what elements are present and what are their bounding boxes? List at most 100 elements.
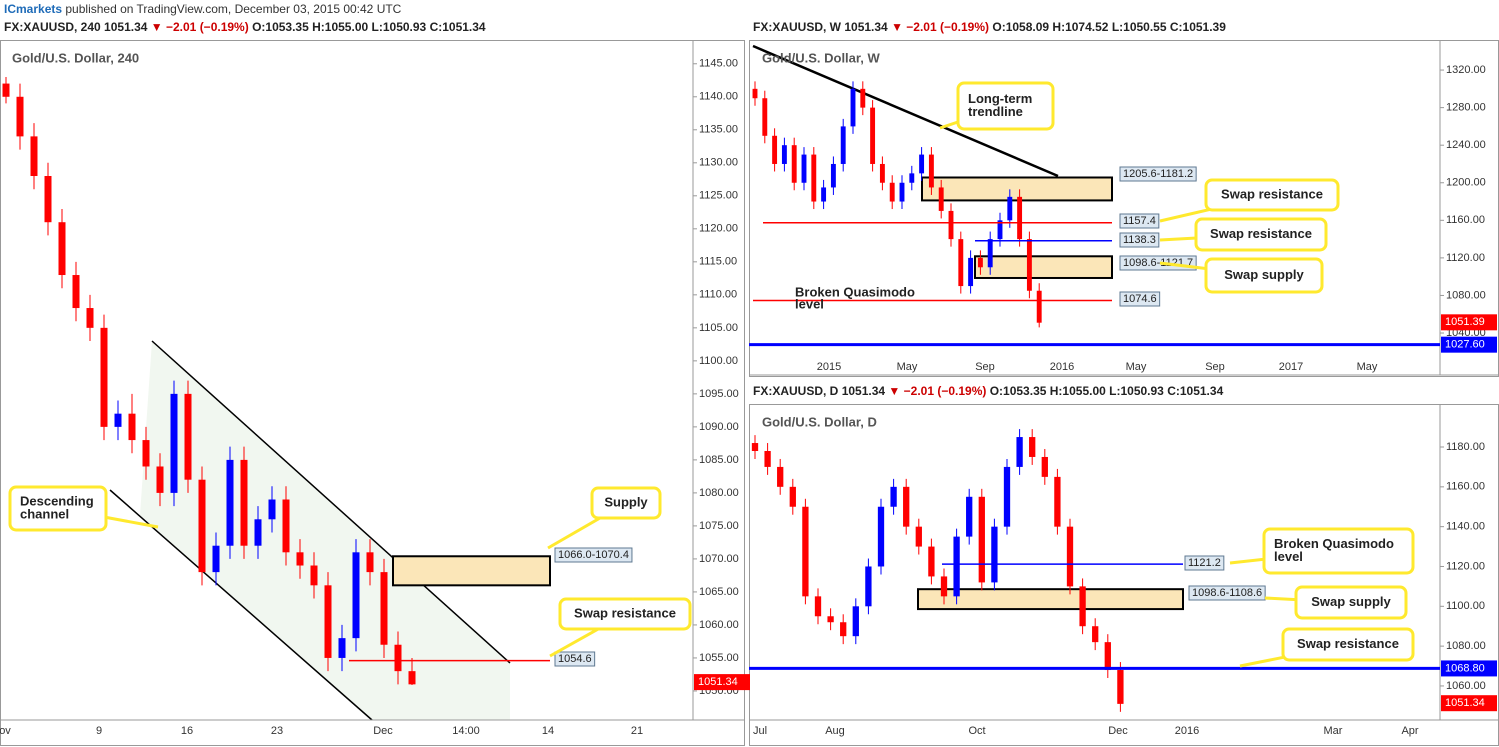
candle-body xyxy=(86,308,94,328)
candle-body xyxy=(254,519,262,546)
y-tick-label: 1075.00 xyxy=(699,520,739,532)
annotation: Swap supply xyxy=(1311,594,1391,609)
y-tick-label: 1060.00 xyxy=(1446,680,1486,692)
x-tick-label: Apr xyxy=(1401,725,1418,737)
legend-symbol: FX:XAUUSD, 240 xyxy=(4,20,101,34)
candle-body xyxy=(1066,526,1074,587)
candle-body xyxy=(840,126,846,164)
x-tick-label: Mar xyxy=(1324,725,1343,737)
candle-body xyxy=(1003,466,1011,527)
y-tick-label: 1130.00 xyxy=(699,157,738,169)
y-tick-label: 1090.00 xyxy=(699,421,739,433)
annotation: Swap resistance xyxy=(1297,636,1399,651)
candle-body xyxy=(968,257,974,287)
candle-body xyxy=(953,536,960,597)
level-label: 1054.6 xyxy=(558,653,592,665)
candle-body xyxy=(751,443,759,451)
y-tick-label: 1140.00 xyxy=(1446,521,1485,533)
legend-price: 1051.34 xyxy=(842,384,886,398)
channel-shade xyxy=(140,341,510,720)
x-tick-label: Sep xyxy=(1205,361,1225,373)
channel-line xyxy=(109,489,373,721)
legend-high: H:1055.00 xyxy=(1050,384,1106,398)
y-tick-label: 1240.00 xyxy=(1446,139,1486,151)
candle-body xyxy=(889,182,895,202)
callout-box xyxy=(1281,627,1415,662)
level-label: 1121.2 xyxy=(1188,557,1221,569)
annotation: Supply xyxy=(604,494,648,509)
candle-body xyxy=(1007,196,1013,221)
candle-body xyxy=(296,552,304,566)
legend-low: L:1050.55 xyxy=(1112,20,1167,34)
zone xyxy=(392,555,551,587)
zone xyxy=(917,588,1184,611)
candle-body xyxy=(991,526,998,583)
candle-body xyxy=(1036,290,1042,323)
candle-body xyxy=(338,638,346,658)
y-tick-label: 1065.00 xyxy=(699,586,739,598)
candle-body xyxy=(860,88,866,108)
legend-close: C:1051.39 xyxy=(1170,20,1226,34)
annotation: Swap resistance xyxy=(1221,186,1323,201)
y-tick-label: 1060.00 xyxy=(699,619,739,631)
candle-body xyxy=(801,154,807,183)
x-tick-label: Oct xyxy=(968,725,985,737)
annotation: level xyxy=(795,296,824,311)
candle-body xyxy=(408,671,416,685)
level-label: 1138.3 xyxy=(1123,234,1156,246)
x-tick-label: 2015 xyxy=(817,361,841,373)
candle-body xyxy=(170,393,178,493)
level-label-box xyxy=(1119,213,1160,229)
chart-title: Gold/U.S. Dollar, 240 xyxy=(12,50,139,65)
last-price-tag-bg xyxy=(1441,314,1497,331)
candle-body xyxy=(850,88,856,127)
legend-open: O:1058.09 xyxy=(992,20,1049,34)
y-tick-label: 1110.00 xyxy=(699,289,737,301)
chart-title: Gold/U.S. Dollar, D xyxy=(762,414,877,429)
level-tag: 1068.80 xyxy=(1445,662,1485,674)
y-tick-label: 1145.00 xyxy=(699,58,738,70)
y-tick-label: 1135.00 xyxy=(699,124,738,136)
x-tick-label: 21 xyxy=(631,725,643,737)
legend-change: ▼ −2.01 (−0.19%) xyxy=(888,384,986,398)
candle-body xyxy=(919,154,925,174)
last-price-tag: 1051.34 xyxy=(1445,697,1485,709)
candle-body xyxy=(762,98,768,136)
annotation: Descending xyxy=(20,493,94,508)
y-tick-label: 1280.00 xyxy=(1446,102,1486,114)
annotation: Long-term xyxy=(968,91,1032,106)
candle-body xyxy=(977,257,983,268)
panel-frame xyxy=(0,40,745,746)
level-label-box xyxy=(1119,232,1160,248)
annotation: level xyxy=(1274,549,1303,564)
annotation: trendline xyxy=(968,104,1023,119)
legend-price: 1051.34 xyxy=(844,20,888,34)
y-tick-label: 1105.00 xyxy=(699,322,738,334)
channel-line xyxy=(151,340,511,664)
y-tick-label: 1140.00 xyxy=(699,91,738,103)
candle-body xyxy=(948,210,954,240)
legend-change: ▼ −2.01 (−0.19%) xyxy=(891,20,989,34)
x-tick-label: 14:00 xyxy=(452,725,480,737)
level-tag-bg xyxy=(1441,660,1497,677)
level-tag: 1027.60 xyxy=(1445,339,1485,351)
x-tick-label: Aug xyxy=(825,725,845,737)
candle-body xyxy=(966,496,973,537)
annotation: Swap resistance xyxy=(1210,226,1312,241)
candle-body xyxy=(870,107,876,164)
candle-body xyxy=(58,222,66,276)
legend-high: H:1055.00 xyxy=(312,20,368,34)
zone-label: 1205.6-1181.2 xyxy=(1123,168,1193,180)
y-tick-label: 1120.00 xyxy=(1446,252,1485,264)
candle-body xyxy=(30,136,38,176)
y-tick-label: 1100.00 xyxy=(699,355,738,367)
candle-body xyxy=(394,644,402,672)
legend-price: 1051.34 xyxy=(104,20,148,34)
brand[interactable]: ICmarkets xyxy=(4,2,62,16)
y-tick-label: 1080.00 xyxy=(1446,640,1486,652)
x-tick-label: Sep xyxy=(975,361,995,373)
candle-body xyxy=(827,616,834,623)
callout-box xyxy=(558,597,692,631)
zone-label-box xyxy=(1188,585,1266,601)
candle-body xyxy=(890,486,897,507)
